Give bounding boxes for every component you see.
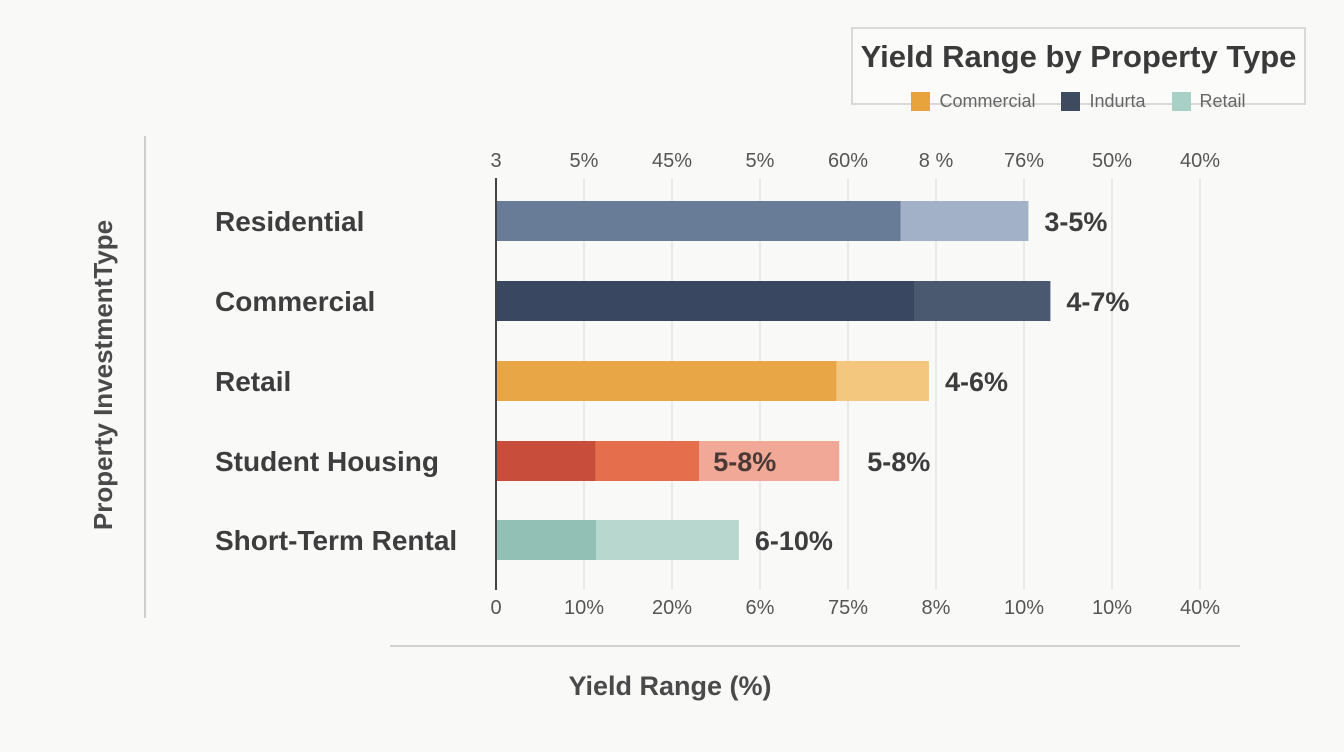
top-tick-label-2: 45% [652,150,692,172]
legend-swatch-indurta [1061,92,1081,111]
bar-residential-segment-1 [496,201,901,241]
bar-commercial-segment-2 [914,281,1051,321]
bar-student-housing-segment-3 [699,441,840,481]
bar-short-term-rental-segment-2 [596,520,739,560]
category-label-residential: Residential [215,206,364,237]
top-tick-label-7: 50% [1092,150,1132,172]
legend-swatch-commercial [911,92,931,111]
bottom-tick-label-2: 20% [652,597,692,619]
bottom-tick-label-5: 8% [922,597,951,619]
top-tick-label-4: 60% [828,150,868,172]
axes-layer [144,136,1240,647]
chart-title: Yield Range by Property Type [860,39,1297,74]
bar-commercial-segment-1 [496,281,914,321]
bar-value-label-student-housing: 5-8% [867,447,930,477]
legend-label-commercial: Commercial [939,91,1036,111]
top-tick-label-5: 8 % [919,150,954,172]
bar-inner-label-student-housing: 5-8% [713,447,776,477]
bottom-tick-label-7: 10% [1092,597,1132,619]
bottom-tick-label-0: 0 [490,597,501,619]
bar-value-label-short-term-rental: 6-10% [755,526,833,556]
top-tick-label-3: 5% [746,150,775,172]
bottom-tick-label-3: 6% [746,597,775,619]
bottom-tick-label-8: 40% [1180,597,1220,619]
bar-value-label-residential: 3-5% [1044,207,1107,237]
legend-item-commercial: Commercial [911,91,1035,112]
bar-retail-segment-1 [496,361,837,401]
legend-item-indurta: Indurta [1061,91,1146,112]
category-label-commercial: Commercial [215,286,375,317]
bottom-tick-label-4: 75% [828,597,868,619]
bar-student-housing-segment-1 [496,441,596,481]
ticks-layer: 3 0 5% 10% 45% 20% 5% 6% 60% 75% 8 % 8% 76% 10% 50% 10%… [490,150,1220,619]
bar-residential-segment-2 [900,201,1029,241]
category-label-short-term-rental: Short-Term Rental [215,525,457,556]
bar-student-housing-segment-2 [595,441,700,481]
top-tick-label-6: 76% [1004,150,1044,172]
x-axis-label: Yield Range (%) [568,671,771,701]
top-tick-label-8: 40% [1180,150,1220,172]
category-label-retail: Retail [215,366,291,397]
legend-label-indurta: Indurta [1089,91,1146,111]
top-tick-label-0: 3 [490,150,501,172]
legend-item-retail: Retail [1171,91,1246,112]
bar-value-label-commercial: 4-7% [1066,287,1129,317]
bar-value-label-retail: 4-6% [945,367,1008,397]
y-axis-label: Property InvestmentType [88,220,118,530]
legend-swatch-retail [1171,92,1191,111]
category-label-student-housing: Student Housing [215,446,439,477]
legend-label-retail: Retail [1199,91,1246,111]
bar-short-term-rental-segment-1 [496,520,597,560]
bottom-tick-label-6: 10% [1004,597,1044,619]
labels-layer: Yield Range (%) Property InvestmentType Re… [88,206,1129,701]
bar-retail-segment-2 [836,361,929,401]
bars-layer [496,201,1051,560]
legend-box: Yield Range by Property Type Commercial … [851,27,1306,111]
bottom-tick-label-1: 10% [564,597,604,619]
top-tick-label-1: 5% [570,150,599,172]
legend-items: Commercial Indurta Retail [853,91,1304,112]
